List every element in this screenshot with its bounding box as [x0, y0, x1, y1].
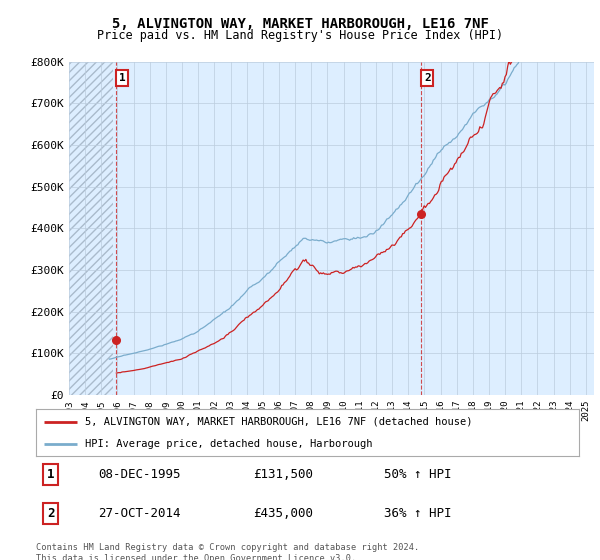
Text: 27-OCT-2014: 27-OCT-2014 — [98, 507, 181, 520]
Text: 2: 2 — [424, 73, 431, 83]
Text: £435,000: £435,000 — [253, 507, 313, 520]
Text: 08-DEC-1995: 08-DEC-1995 — [98, 468, 181, 481]
Text: 2: 2 — [47, 507, 55, 520]
Text: 1: 1 — [119, 73, 125, 83]
Text: HPI: Average price, detached house, Harborough: HPI: Average price, detached house, Harb… — [85, 438, 373, 449]
Text: 36% ↑ HPI: 36% ↑ HPI — [383, 507, 451, 520]
Text: Contains HM Land Registry data © Crown copyright and database right 2024.
This d: Contains HM Land Registry data © Crown c… — [36, 543, 419, 560]
Text: 50% ↑ HPI: 50% ↑ HPI — [383, 468, 451, 481]
Text: 5, ALVINGTON WAY, MARKET HARBOROUGH, LE16 7NF (detached house): 5, ALVINGTON WAY, MARKET HARBOROUGH, LE1… — [85, 417, 472, 427]
Text: £131,500: £131,500 — [253, 468, 313, 481]
Text: 5, ALVINGTON WAY, MARKET HARBOROUGH, LE16 7NF: 5, ALVINGTON WAY, MARKET HARBOROUGH, LE1… — [112, 17, 488, 31]
Text: 1: 1 — [47, 468, 55, 481]
Text: Price paid vs. HM Land Registry's House Price Index (HPI): Price paid vs. HM Land Registry's House … — [97, 29, 503, 42]
